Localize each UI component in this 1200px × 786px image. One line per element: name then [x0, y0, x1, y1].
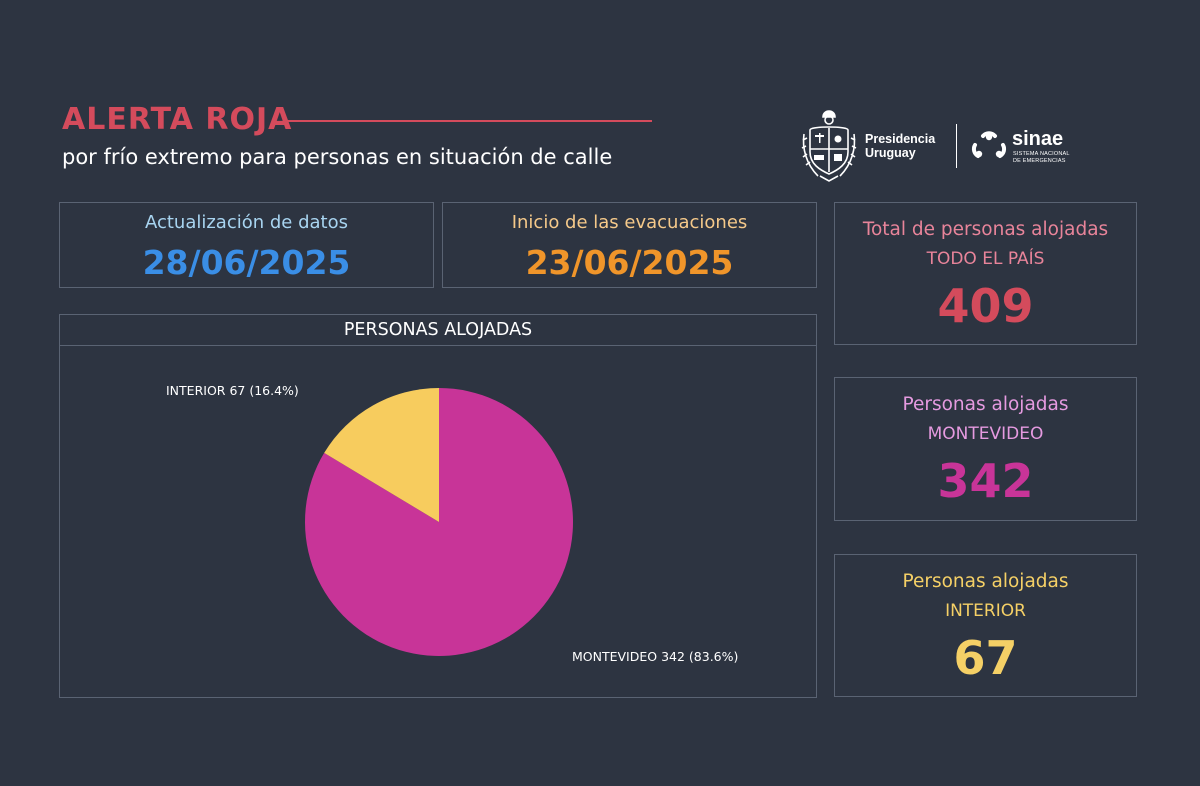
total-card: Total de personas alojadas TODO EL PAÍS …	[834, 202, 1137, 345]
pie-chart-card: PERSONAS ALOJADAS MONTEVIDEO 342 (83.6%)…	[59, 314, 817, 698]
title-rule-line	[286, 120, 652, 122]
pie-label-montevideo: MONTEVIDEO 342 (83.6%)	[572, 649, 738, 664]
presidencia-line-2: Uruguay	[865, 146, 916, 160]
interior-value: 67	[953, 631, 1018, 685]
update-date-label: Actualización de datos	[144, 212, 349, 233]
presidencia-logo-text: Presidencia Uruguay	[865, 132, 935, 160]
interior-card: Personas alojadas INTERIOR 67	[834, 554, 1137, 697]
alert-subtitle: por frío extremo para personas en situac…	[62, 145, 613, 169]
pie-label-interior: INTERIOR 67 (16.4%)	[166, 383, 299, 398]
sinae-subtitle-line-2: DE EMERGENCIAS	[1013, 157, 1066, 164]
total-sub: TODO EL PAÍS	[926, 249, 1045, 269]
evacuation-start-value: 23/06/2025	[525, 243, 734, 282]
update-date-value: 28/06/2025	[142, 243, 351, 282]
total-label: Total de personas alojadas	[862, 219, 1109, 240]
presidencia-line-1: Presidencia	[865, 132, 936, 146]
sinae-subtitle-line-1: SISTEMA NACIONAL	[1013, 151, 1070, 157]
pie-chart: MONTEVIDEO 342 (83.6%) INTERIOR 67 (16.4%…	[166, 383, 738, 664]
interior-sub: INTERIOR	[945, 601, 1026, 621]
montevideo-value: 342	[937, 454, 1034, 508]
evacuation-start-label: Inicio de las evacuaciones	[511, 212, 748, 233]
alert-title: ALERTA ROJA	[62, 102, 293, 137]
sinae-logo-icon	[971, 131, 1007, 158]
logo-area: Presidencia Uruguay sinae SISTEMA NACION…	[800, 108, 1090, 184]
interior-label: Personas alojadas	[902, 571, 1069, 592]
sinae-subtitle: SISTEMA NACIONAL DE EMERGENCIAS	[1013, 151, 1070, 164]
montevideo-card: Personas alojadas MONTEVIDEO 342	[834, 377, 1137, 521]
sinae-logo-text: sinae	[1012, 128, 1064, 150]
uruguay-crest-icon	[801, 110, 857, 182]
logo-divider	[956, 124, 957, 168]
total-value: 409	[937, 279, 1034, 333]
montevideo-label: Personas alojadas	[902, 394, 1069, 415]
pie-slice-interior	[324, 388, 439, 522]
montevideo-sub: MONTEVIDEO	[927, 424, 1044, 444]
evacuation-start-card: Inicio de las evacuaciones 23/06/2025	[442, 202, 817, 288]
chart-title: PERSONAS ALOJADAS	[60, 315, 816, 346]
update-date-card: Actualización de datos 28/06/2025	[59, 202, 434, 288]
title-rule	[286, 120, 652, 122]
